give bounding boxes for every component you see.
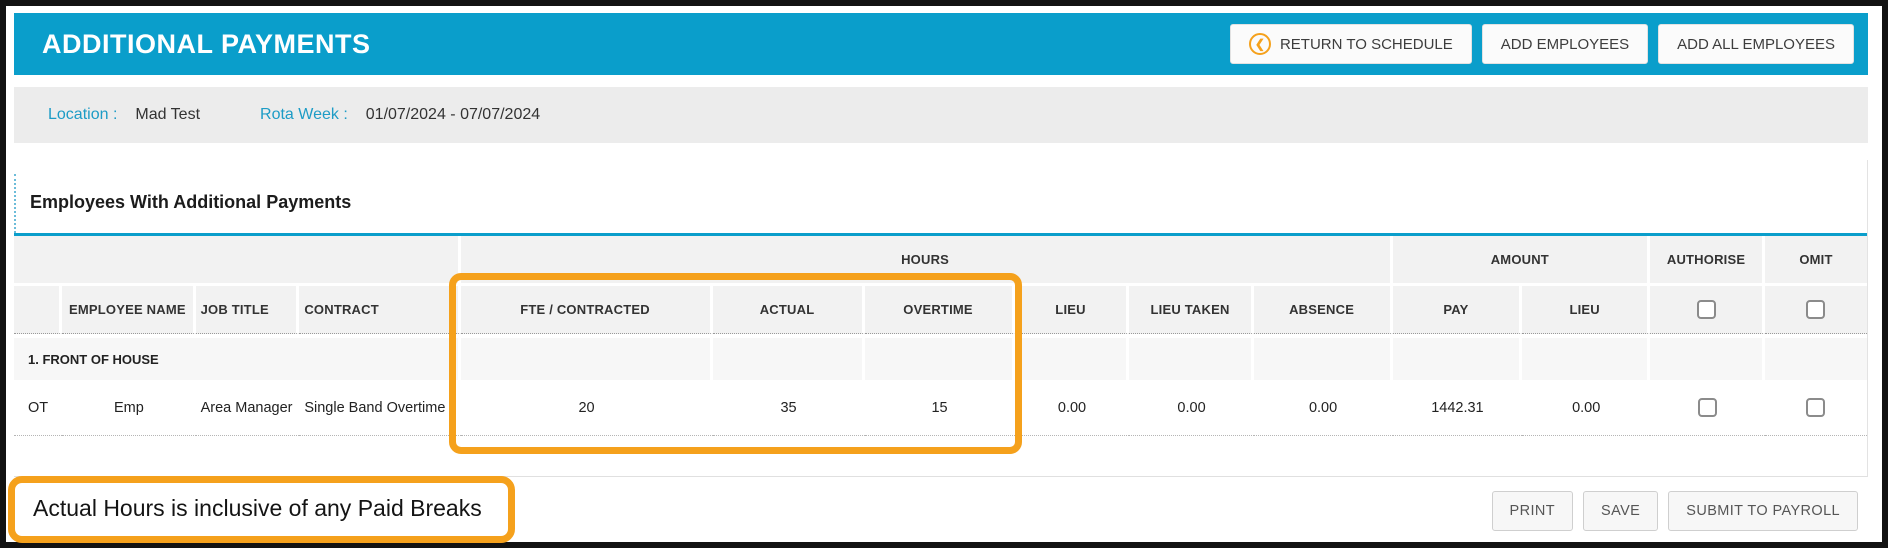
row-omit-checkbox[interactable] (1806, 398, 1826, 417)
meta-bar: Location : Mad Test Rota Week : 01/07/20… (14, 87, 1868, 143)
row-authorise-checkbox[interactable] (1698, 398, 1718, 417)
return-to-schedule-label: RETURN TO SCHEDULE (1279, 35, 1453, 53)
omit-all-checkbox[interactable] (1806, 300, 1826, 319)
cell-authorise (1650, 380, 1765, 436)
group-header-omit: OMIT (1764, 236, 1867, 286)
save-button[interactable]: SAVE (1583, 491, 1659, 531)
col-header-row-tag (14, 286, 63, 334)
location-value: Mad Test (135, 106, 201, 123)
submit-to-payroll-button[interactable]: SUBMIT TO PAYROLL (1668, 491, 1858, 531)
add-employees-button[interactable]: ADD EMPLOYEES (1481, 24, 1649, 64)
authorise-all-checkbox[interactable] (1696, 300, 1716, 319)
group-header-authorise: AUTHORISE (1650, 236, 1765, 286)
omit-all-cell (1764, 286, 1867, 334)
col-header-lieu: LIEU (1014, 286, 1130, 334)
payments-panel: Employees With Additional Payments HOURS… (14, 160, 1868, 477)
authorise-all-cell (1650, 286, 1765, 334)
department-group-row: 1. FRONT OF HOUSE (14, 334, 1867, 380)
cell-row-tag: OT (14, 380, 63, 436)
col-header-amount-lieu: LIEU (1522, 286, 1651, 334)
col-header-lieu-taken: LIEU TAKEN (1129, 286, 1254, 334)
group-header-spacer (14, 236, 461, 286)
group-header-amount: AMOUNT (1392, 236, 1651, 286)
chevron-left-circle-icon: ❮ (1248, 33, 1271, 55)
cell-contract: Single Band Overtime (299, 380, 461, 436)
payments-table: HOURS AMOUNT AUTHORISE OMIT EMPLOYEE NAM… (14, 233, 1867, 436)
cell-pay: 1442.31 (1392, 380, 1523, 436)
cell-omit (1764, 380, 1867, 436)
col-header-actual: ACTUAL (712, 286, 865, 334)
cell-lieu: 0.00 (1014, 380, 1130, 436)
col-header-employee-name: EMPLOYEE NAME (62, 286, 196, 334)
rota-week-label: Rota Week : (260, 106, 348, 123)
print-button[interactable]: PRINT (1491, 491, 1574, 531)
col-header-absence: ABSENCE (1253, 286, 1393, 334)
page-header: ADDITIONAL PAYMENTS ❮ RETURN TO SCHEDULE… (14, 13, 1868, 75)
col-header-pay: PAY (1392, 286, 1523, 334)
cell-overtime: 15 (864, 380, 1015, 436)
page-title: ADDITIONAL PAYMENTS (42, 28, 371, 59)
cell-actual: 35 (712, 380, 865, 436)
cell-absence: 0.00 (1253, 380, 1393, 436)
group-header-row: HOURS AMOUNT AUTHORISE OMIT (14, 236, 1867, 286)
return-to-schedule-button[interactable]: ❮ RETURN TO SCHEDULE (1229, 24, 1472, 64)
department-group-label: 1. FRONT OF HOUSE (14, 334, 461, 380)
rota-week-value: 01/07/2024 - 07/07/2024 (365, 106, 541, 123)
footer-actions: PRINT SAVE SUBMIT TO PAYROLL (1491, 491, 1858, 531)
column-header-row: EMPLOYEE NAME JOB TITLE CONTRACT FTE / C… (14, 286, 1867, 334)
cell-lieu-taken: 0.00 (1129, 380, 1254, 436)
col-header-overtime: OVERTIME (864, 286, 1015, 334)
table-row: OT Emp Area Manager Single Band Overtime… (14, 380, 1867, 436)
section-title: Employees With Additional Payments (14, 174, 1867, 233)
cell-employee-name: Emp (62, 380, 196, 436)
col-header-fte-contracted: FTE / CONTRACTED (460, 286, 713, 334)
col-header-contract: CONTRACT (299, 286, 461, 334)
cell-fte-contracted: 20 (460, 380, 713, 436)
col-header-job-title: JOB TITLE (195, 286, 300, 334)
cell-job-title: Area Manager (195, 380, 300, 436)
actual-hours-note: Actual Hours is inclusive of any Paid Br… (8, 476, 515, 543)
group-header-hours: HOURS (460, 236, 1393, 286)
cell-amount-lieu: 0.00 (1522, 380, 1651, 436)
location-label: Location : (48, 106, 118, 123)
add-all-employees-button[interactable]: ADD ALL EMPLOYEES (1658, 24, 1854, 64)
